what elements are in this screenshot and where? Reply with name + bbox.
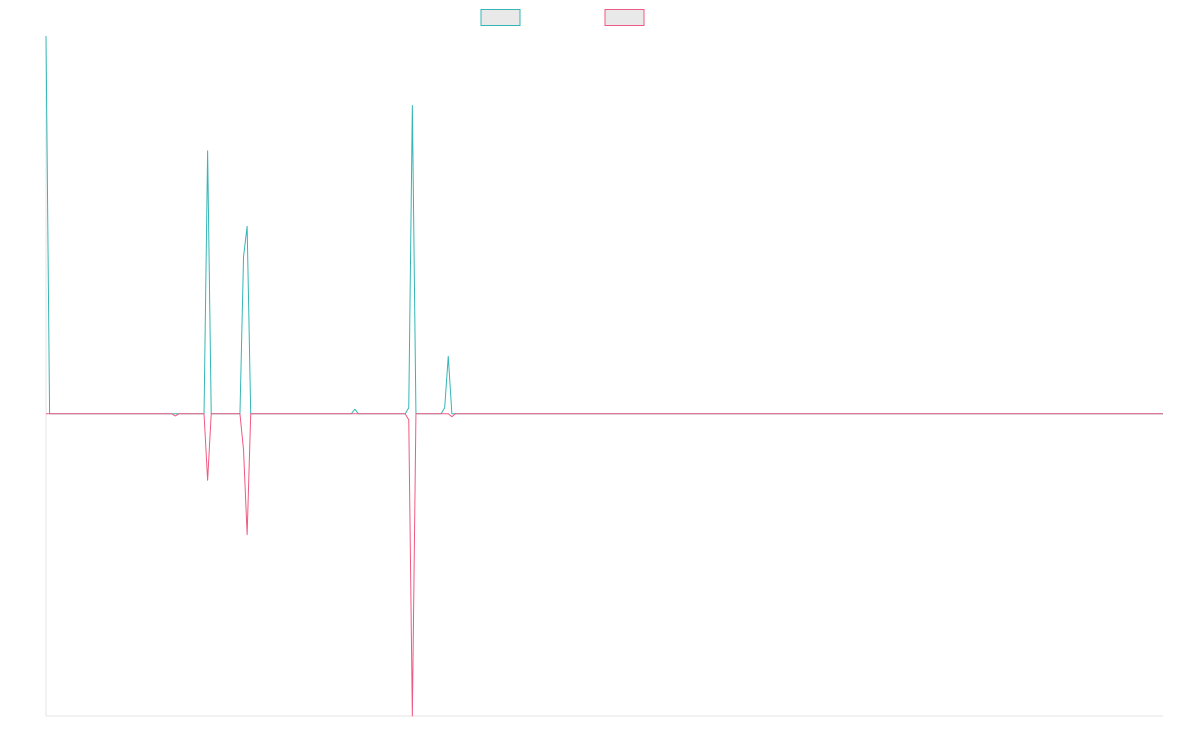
series-line-1 <box>45 35 1163 415</box>
series-layer <box>45 35 1163 717</box>
legend <box>480 9 645 26</box>
axes <box>45 36 1163 717</box>
legend-swatch-2[interactable] <box>604 9 645 26</box>
legend-swatch-1[interactable] <box>480 9 521 26</box>
series-line-2 <box>46 413 1163 717</box>
